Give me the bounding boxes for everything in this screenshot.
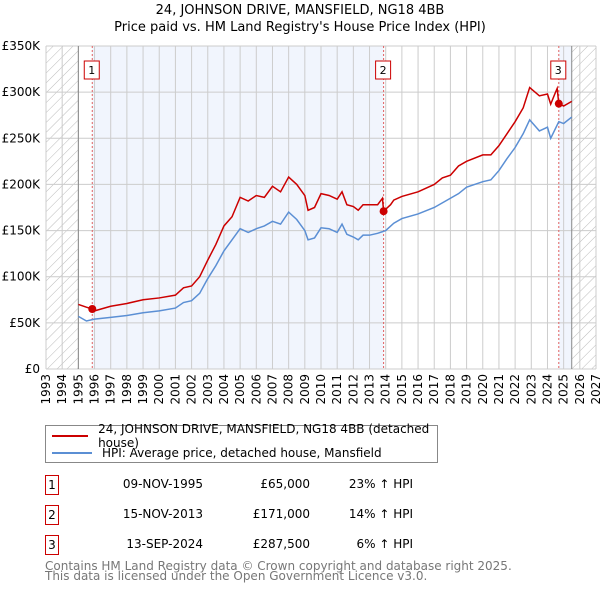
x-tick-label: 1993 [39, 374, 53, 405]
x-tick-label: 2018 [443, 374, 457, 405]
x-tick-label: 1995 [71, 374, 85, 405]
legend-item-property: 24, JOHNSON DRIVE, MANSFIELD, NG18 4BB (… [52, 422, 437, 450]
x-tick-label: 1997 [104, 374, 118, 405]
x-tick-label: 2005 [233, 374, 247, 405]
ownership-band [558, 46, 572, 369]
hatch-after-data [571, 46, 596, 369]
sale-price: £287,500 [252, 537, 310, 551]
price-chart: 24, JOHNSON DRIVE, MANSFIELD, NG18 4BB Pr… [2, 3, 600, 405]
sale-badge-label: 1 [88, 64, 95, 77]
x-tick-label: 2019 [460, 374, 474, 405]
ownership-band [92, 46, 384, 369]
sale-date: 09-NOV-1995 [122, 477, 203, 491]
x-tick-label: 2006 [249, 374, 263, 405]
x-tick-label: 1994 [55, 374, 69, 405]
x-tick-label: 2008 [282, 374, 296, 405]
legend-label: 24, JOHNSON DRIVE, MANSFIELD, NG18 4BB (… [98, 422, 430, 450]
x-tick-label: 2015 [395, 374, 409, 405]
x-tick-label: 2009 [298, 374, 312, 405]
sale-row: 3 13-SEP-2024 £287,500 6% ↑ HPI [45, 535, 445, 555]
y-tick-label: £150K [2, 224, 42, 238]
y-tick-label: £350K [2, 39, 42, 53]
chart-subtitle: Price paid vs. HM Land Registry's House … [114, 20, 486, 35]
sale-price: £171,000 [252, 507, 310, 521]
x-tick-label: 2002 [185, 374, 199, 405]
sale-point [554, 99, 563, 108]
sale-badge: 1 [45, 475, 59, 495]
x-tick-label: 2003 [201, 374, 215, 405]
y-tick-label: £300K [2, 85, 42, 99]
sale-hpi: 6% ↑ HPI [356, 537, 413, 551]
legend-item-hpi: HPI: Average price, detached house, Mans… [52, 445, 382, 461]
y-tick-label: £200K [2, 177, 42, 191]
footer-licence: This data is licensed under the Open Gov… [45, 569, 428, 583]
x-tick-label: 2020 [476, 374, 490, 405]
y-tick-label: £50K [9, 316, 41, 330]
x-tick-label: 2001 [168, 374, 182, 405]
x-tick-label: 1999 [136, 374, 150, 405]
sale-point [88, 305, 97, 314]
x-tick-label: 2016 [411, 374, 425, 405]
x-tick-label: 2027 [589, 374, 600, 405]
x-tick-label: 2025 [557, 374, 571, 405]
legend-swatch [52, 452, 92, 454]
sale-date: 15-NOV-2013 [122, 507, 203, 521]
y-tick-label: £0 [25, 362, 40, 376]
x-tick-label: 2013 [363, 374, 377, 405]
footer-copyright: Contains HM Land Registry data © Crown c… [45, 559, 512, 573]
x-tick-label: 1996 [88, 374, 102, 405]
chart-title: 24, JOHNSON DRIVE, MANSFIELD, NG18 4BB [156, 3, 445, 18]
x-tick-label: 2022 [508, 374, 522, 405]
x-tick-label: 2021 [492, 374, 506, 405]
sale-row: 2 15-NOV-2013 £171,000 14% ↑ HPI [45, 505, 445, 525]
x-tick-label: 2024 [540, 374, 554, 405]
x-tick-label: 2012 [346, 374, 360, 405]
sale-date: 13-SEP-2024 [126, 537, 203, 551]
y-tick-label: £250K [2, 131, 42, 145]
x-tick-label: 2026 [573, 374, 587, 405]
legend-swatch [52, 435, 89, 437]
legend-label: HPI: Average price, detached house, Mans… [102, 446, 382, 460]
sale-badge-box [550, 60, 567, 80]
sale-badge-label: 3 [555, 64, 562, 77]
sale-point [379, 207, 388, 216]
x-tick-label: 2000 [152, 374, 166, 405]
x-tick-label: 2014 [379, 374, 393, 405]
sale-hpi: 14% ↑ HPI [348, 507, 413, 521]
sale-price: £65,000 [260, 477, 310, 491]
sale-badge-box [83, 60, 100, 80]
x-tick-label: 2011 [330, 374, 344, 405]
y-tick-label: £100K [2, 270, 42, 284]
sale-badge: 3 [45, 535, 59, 555]
sale-badge-box [375, 60, 392, 80]
series-line-hpi [77, 116, 573, 322]
x-tick-label: 2017 [427, 374, 441, 405]
x-tick-label: 2023 [524, 374, 538, 405]
legend: 24, JOHNSON DRIVE, MANSFIELD, NG18 4BB (… [45, 422, 438, 463]
x-tick-label: 1998 [120, 374, 134, 405]
series-line-property [78, 85, 573, 312]
sale-badge: 2 [45, 505, 59, 525]
x-tick-label: 2004 [217, 374, 231, 405]
x-tick-label: 2007 [265, 374, 279, 405]
sale-hpi: 23% ↑ HPI [348, 477, 413, 491]
sale-badge-label: 2 [380, 64, 387, 77]
x-tick-label: 2010 [314, 374, 328, 405]
sale-row: 1 09-NOV-1995 £65,000 23% ↑ HPI [45, 475, 445, 495]
